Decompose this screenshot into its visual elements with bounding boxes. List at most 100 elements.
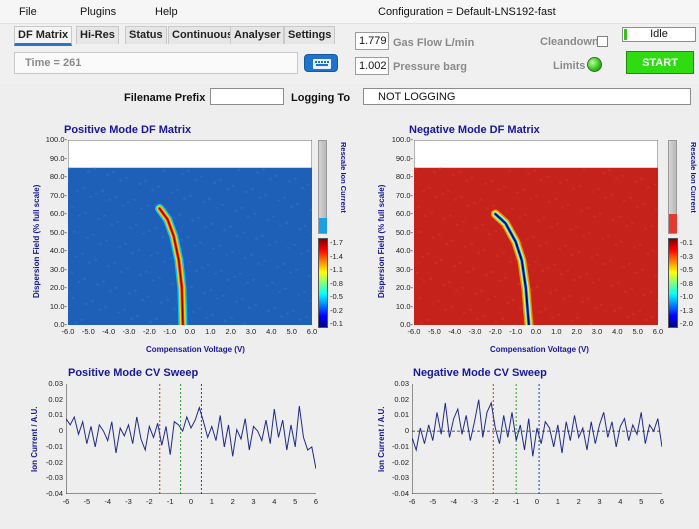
heatmap-noise [130,317,133,320]
heatmap-noise [422,189,425,192]
negative-matrix-ylabel: Dispersion Field (% full scale) [377,184,386,298]
heatmap-noise [547,266,550,269]
heatmap-noise [89,195,92,198]
heatmap-noise [500,226,503,229]
heatmap-noise [504,276,507,279]
heatmap-noise [496,254,499,257]
heatmap-noise [240,206,243,209]
positive-sweep-plot[interactable] [66,384,316,494]
menu-file[interactable]: File [19,6,37,18]
heatmap-noise [518,216,521,219]
tab-status[interactable]: Status [125,26,167,44]
filename-prefix-input[interactable] [210,88,284,105]
heatmap-noise [233,275,236,278]
heatmap-noise [484,182,487,185]
negative-sweep-plot[interactable] [412,384,662,494]
sweep-x-tick: 2 [576,497,581,506]
heatmap-noise [557,313,560,316]
heatmap-noise [189,194,192,197]
sweep-x-tick: 5 [639,497,644,506]
heatmap-noise [495,320,498,323]
heatmap-noise [82,186,85,189]
positive-rescale-slider[interactable] [318,140,327,234]
heatmap-noise [619,306,622,309]
heatmap-y-tick: 20.0- [395,283,413,292]
heatmap-y-tick: 60.0- [395,209,413,218]
menu-plugins[interactable]: Plugins [80,6,117,18]
sweep-x-tick: -2 [145,497,153,506]
cleandown-label: Cleandown [540,36,599,48]
heatmap-noise [168,323,171,325]
pressure-label: Pressure barg [393,61,467,73]
pressure-value: 1.002 [355,57,389,75]
heatmap-noise [443,217,446,220]
tab-settings[interactable]: Settings [284,26,336,44]
heatmap-noise [615,177,618,180]
heatmap-noise [437,299,440,302]
menu-help[interactable]: Help [155,6,178,18]
negative-matrix-heatmap[interactable] [414,140,658,325]
sweep-x-tick: 4 [618,497,623,506]
heatmap-noise [215,206,218,209]
cleandown-checkbox[interactable] [597,36,608,47]
sweep-y-tick: 0.03 [48,379,63,388]
heatmap-noise [519,307,522,310]
positive-colorbar [318,238,328,328]
heatmap-y-tick: 30.0- [49,264,67,274]
heatmap-noise [230,316,233,319]
heatmap-noise [178,213,181,216]
positive-colorbar-tick: -1.7 [330,238,343,247]
heatmap-noise [304,224,307,227]
heatmap-noise [534,260,537,263]
heatmap-noise [432,236,435,239]
heatmap-noise [463,311,466,314]
heatmap-noise [271,281,274,284]
heatmap-noise [125,176,128,179]
heatmap-noise [253,212,256,215]
start-button[interactable]: START [626,51,694,74]
heatmap-noise [590,256,593,259]
heatmap-noise [204,225,207,228]
negative-colorbar [668,238,678,328]
positive-matrix-heatmap[interactable] [68,140,312,325]
heatmap-noise [460,195,463,198]
heatmap-noise [237,168,240,171]
heatmap-noise [418,296,421,299]
heatmap-y-tick: 20.0- [49,283,67,292]
tab-df-matrix[interactable]: DF Matrix [14,26,73,46]
heatmap-noise [561,206,564,209]
heatmap-x-tick: 4.0 [612,327,623,336]
heatmap-noise [544,307,547,310]
heatmap-x-tick: -2.0 [488,327,502,336]
sweep-y-tick: -0.01 [391,441,409,451]
heatmap-noise [225,253,228,256]
heatmap-noise [135,223,138,226]
heatmap-noise [491,270,494,273]
heatmap-x-tick: 1.0 [205,327,216,336]
heatmap-noise [202,200,205,203]
configuration-label: Configuration = Default-LNS192-fast [378,6,556,18]
heatmap-noise [466,270,469,273]
heatmap-noise [618,215,621,218]
sweep-y-tick: -0.01 [45,441,63,451]
heatmap-noise [629,196,632,199]
menu-bar: File Plugins Help Configuration = Defaul… [0,0,699,24]
tab-continuous[interactable]: Continuous [168,26,238,44]
gas-flow-value: 1.779 [355,32,389,50]
heatmap-noise [480,289,483,292]
heatmap-noise [257,262,260,265]
heatmap-noise [98,308,101,311]
negative-rescale-slider[interactable] [668,140,677,234]
heatmap-noise [68,167,71,170]
sweep-y-tick: 0.03 [394,379,409,388]
heatmap-noise [487,298,490,301]
heatmap-noise [73,230,76,233]
heatmap-noise [514,323,517,325]
heatmap-noise [142,232,145,235]
keyboard-button[interactable] [304,54,338,72]
heatmap-noise [266,218,269,221]
tab-analyser[interactable]: Analyser [230,26,285,44]
heatmap-noise [633,246,636,249]
heatmap-noise [283,196,286,199]
tab-hi-res[interactable]: Hi-Res [76,26,119,44]
